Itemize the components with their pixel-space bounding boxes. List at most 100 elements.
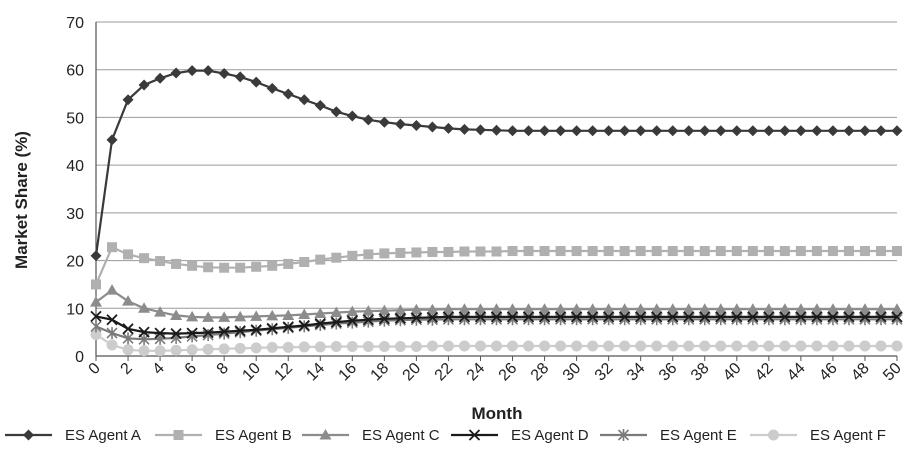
legend-marker — [173, 430, 184, 440]
data-point — [715, 246, 726, 257]
data-point — [123, 249, 134, 260]
data-point — [378, 313, 390, 325]
data-point — [266, 322, 278, 334]
data-point — [266, 309, 279, 321]
data-point — [346, 110, 358, 122]
data-point — [234, 310, 247, 322]
x-tick-labels: 0 2 4 6 8 10 12 14 16 18 20 22 24 26 28 30 32 34 36 38 40 42 4… — [86, 356, 905, 384]
series-es-agent-e — [90, 313, 903, 346]
data-point — [170, 309, 183, 320]
data-point — [155, 256, 166, 267]
data-point — [235, 262, 246, 273]
data-point — [491, 246, 502, 257]
data-point — [811, 340, 823, 352]
data-point — [827, 125, 839, 137]
data-point — [186, 310, 199, 322]
data-point — [570, 311, 583, 323]
data-point — [378, 314, 390, 327]
data-point — [346, 316, 358, 329]
data-point — [138, 302, 151, 313]
data-point — [875, 125, 887, 137]
x-tick-label: 18 — [368, 360, 393, 385]
data-point — [699, 246, 710, 257]
data-point — [859, 125, 871, 137]
data-point — [410, 303, 423, 315]
data-point — [507, 125, 519, 137]
data-point — [731, 340, 743, 352]
x-tick-label: 6 — [182, 360, 200, 378]
y-tick-label: 50 — [66, 110, 84, 127]
legend-item: ES Agent B — [155, 427, 292, 444]
data-point — [650, 303, 663, 314]
data-point — [234, 71, 246, 83]
data-point — [667, 246, 678, 257]
data-point — [554, 311, 567, 323]
data-point — [202, 326, 214, 339]
data-point — [715, 125, 727, 137]
legend-marker — [319, 429, 332, 440]
data-point — [891, 125, 903, 137]
data-point — [298, 341, 310, 353]
data-point — [826, 303, 839, 314]
data-point — [715, 340, 727, 352]
data-point — [234, 325, 246, 337]
data-point — [394, 340, 406, 352]
data-point — [874, 303, 887, 314]
data-point — [891, 303, 903, 314]
data-point — [698, 303, 711, 314]
legend-item: ES Agent C — [302, 427, 440, 444]
data-point — [218, 311, 231, 322]
data-point — [394, 312, 407, 324]
data-point — [362, 305, 375, 316]
y-tick-label: 10 — [66, 301, 84, 318]
y-tick-label: 20 — [66, 254, 84, 271]
data-point — [555, 246, 566, 257]
data-point — [490, 311, 503, 323]
data-point — [779, 246, 790, 257]
data-point — [634, 303, 647, 314]
x-tick-label: 16 — [336, 360, 361, 385]
data-point — [139, 253, 150, 264]
data-point — [875, 246, 886, 257]
data-point — [106, 134, 118, 146]
data-point — [170, 327, 182, 340]
data-point — [523, 340, 535, 352]
series-line — [94, 69, 897, 256]
x-tick-label: 26 — [496, 360, 521, 385]
data-point — [122, 94, 134, 106]
data-point — [731, 311, 743, 323]
y-tick-labels: 0 10 20 30 40 50 60 70 — [66, 15, 84, 366]
x-tick-label: 4 — [150, 360, 168, 378]
data-point — [811, 246, 822, 257]
data-point — [426, 303, 439, 315]
data-point — [122, 295, 135, 306]
data-point — [298, 94, 310, 106]
data-point — [106, 284, 119, 295]
x-tick-label: 48 — [848, 360, 873, 385]
x-tick-label: 42 — [752, 360, 777, 385]
data-point — [314, 318, 326, 331]
series-es-agent-a — [90, 65, 903, 262]
x-tick-label: 20 — [400, 360, 425, 385]
data-point — [763, 246, 774, 257]
data-point — [395, 247, 406, 258]
data-point — [154, 306, 167, 317]
legend-item: ES Agent D — [451, 427, 589, 444]
data-point — [394, 304, 407, 315]
data-point — [539, 125, 551, 137]
data-point — [202, 343, 214, 355]
y-tick-label: 0 — [75, 349, 84, 366]
series-es-agent-f — [90, 329, 903, 357]
data-point — [571, 246, 582, 257]
data-point — [731, 125, 743, 137]
legend-label: ES Agent B — [215, 427, 292, 444]
data-point — [251, 261, 262, 272]
data-point — [250, 310, 263, 321]
x-tick-label: 8 — [214, 360, 232, 378]
data-point — [538, 311, 551, 323]
x-tick-label: 0 — [86, 360, 104, 378]
data-point — [522, 311, 535, 323]
data-point — [843, 311, 855, 323]
data-point — [811, 311, 823, 323]
data-point — [442, 303, 455, 314]
